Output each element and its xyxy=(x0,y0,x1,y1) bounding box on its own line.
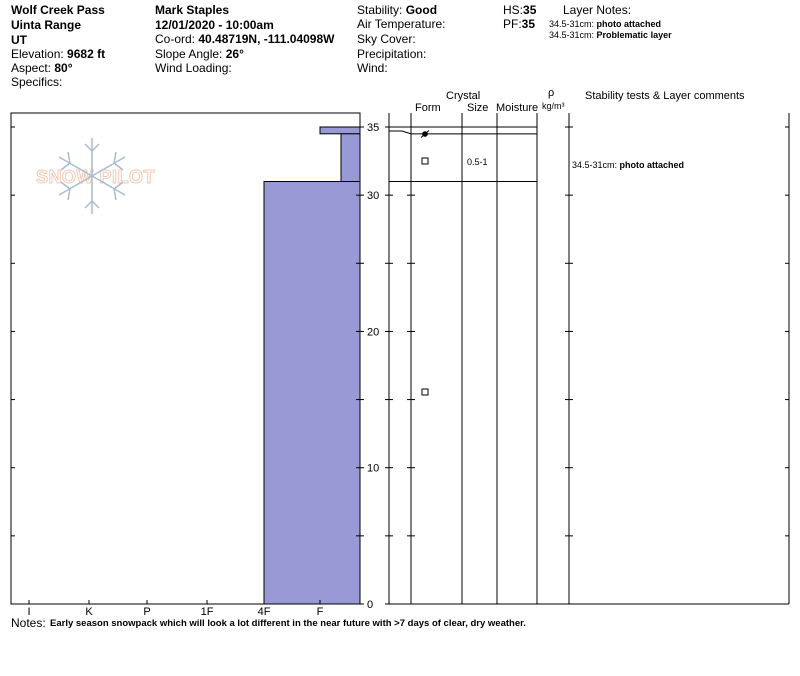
layer-note-text: Problematic layer xyxy=(596,30,672,40)
layer-notes-title: Layer Notes: xyxy=(563,3,632,17)
layer-note-range: 34.5-31cm: xyxy=(549,19,595,29)
layer-boundaries xyxy=(389,126,537,183)
hardness-tick-label: F xyxy=(317,606,324,618)
depth-axis: 0 10 20 30 35 xyxy=(11,122,789,611)
hardness-axis: I K P 1F 4F F xyxy=(27,600,324,618)
layer-note-range: 34.5-31cm: xyxy=(549,30,595,40)
hardness-tick-label: 1F xyxy=(201,606,214,618)
grain-size: 0.5-1 xyxy=(467,157,488,167)
elevation-value: 9682 ft xyxy=(67,47,106,61)
hardness-bar xyxy=(319,126,361,135)
coordinates: Co-ord: 40.48719N, -111.04098W xyxy=(155,32,334,46)
air-temperature-label: Air Temperature: xyxy=(357,17,446,31)
pf: PF:35 xyxy=(503,17,535,31)
hs-value: 35 xyxy=(523,3,537,17)
observer-name: Mark Staples xyxy=(155,3,230,17)
elevation-label: Elevation: xyxy=(11,47,64,61)
hardness-bar xyxy=(340,133,361,183)
layer-note-text: photo attached xyxy=(596,19,662,29)
hs: HS:35 xyxy=(503,3,536,17)
faceted-grain-icon xyxy=(421,388,429,396)
layer-comment: 34.5-31cm: photo attached xyxy=(572,160,684,171)
density-rho-header: ρ xyxy=(548,87,555,99)
depth-tick-label: 30 xyxy=(367,190,379,202)
state-name: UT xyxy=(11,33,27,47)
hardness-tick-label: 4F xyxy=(258,606,271,618)
coord-label: Co-ord: xyxy=(155,32,196,46)
depth-tick-label: 0 xyxy=(367,599,373,611)
sky-cover-label: Sky Cover: xyxy=(357,32,416,46)
slope-angle: Slope Angle: 26° xyxy=(155,47,244,61)
elevation: Elevation: 9682 ft xyxy=(11,47,105,61)
notes-text: Early season snowpack which will look a … xyxy=(50,618,526,629)
hs-label: HS: xyxy=(503,3,524,17)
wind-label: Wind: xyxy=(357,61,388,75)
pf-label: PF: xyxy=(503,17,522,31)
slope-label: Slope Angle: xyxy=(155,47,223,61)
layer-note: 34.5-31cm: photo attached xyxy=(549,19,661,30)
hardness-profile xyxy=(263,126,361,605)
layer-boundary xyxy=(389,130,537,135)
faceted-grain-icon xyxy=(421,157,429,165)
slope-value: 26° xyxy=(225,47,244,61)
hardness-plot-frame xyxy=(10,112,361,605)
range-name: Uinta Range xyxy=(11,18,82,32)
aspect-value: 80° xyxy=(54,61,73,75)
location-name: Wolf Creek Pass xyxy=(11,3,105,17)
hardness-tick-label: P xyxy=(143,606,150,618)
stability-value: Good xyxy=(405,3,438,17)
precipitation-label: Precipitation: xyxy=(357,47,427,61)
observation-datetime: 12/01/2020 - 10:00am xyxy=(155,18,274,32)
wind-loading-label: Wind Loading: xyxy=(155,61,232,75)
stability-label: Stability: xyxy=(357,3,403,17)
aspect-label: Aspect: xyxy=(11,61,52,75)
snowflake-icon xyxy=(58,138,126,214)
pf-value: 35 xyxy=(521,17,536,31)
layer-comment-range: 34.5-31cm: xyxy=(572,160,618,170)
aspect: Aspect: 80° xyxy=(11,61,73,75)
comments-header: Stability tests & Layer comments xyxy=(585,90,745,102)
coord-value: 40.48719N, -111.04098W xyxy=(198,32,335,46)
size-header: Size xyxy=(467,102,489,114)
layer-note: 34.5-31cm: Problematic layer xyxy=(549,30,672,41)
stability: Stability: Good xyxy=(357,3,437,17)
layer-table xyxy=(388,113,790,605)
grain-form-icon xyxy=(420,130,430,138)
hardness-tick-label: I xyxy=(27,606,30,618)
snowpilot-logo: SNOW PILOT xyxy=(36,167,156,188)
layer-comment-text: photo attached xyxy=(619,160,685,170)
hardness-tick-label: K xyxy=(85,606,93,618)
hardness-bar xyxy=(263,181,361,605)
depth-tick-label: 20 xyxy=(367,326,379,338)
depth-tick-label: 10 xyxy=(367,463,379,475)
form-header: Form xyxy=(415,102,441,114)
specifics-label: Specifics: xyxy=(11,75,63,89)
depth-tick-label: 35 xyxy=(367,122,379,134)
density-unit-header: kg/m³ xyxy=(542,101,565,111)
moisture-header: Moisture xyxy=(496,102,539,114)
notes-label: Notes: xyxy=(11,616,46,630)
crystal-header: Crystal xyxy=(446,90,481,102)
